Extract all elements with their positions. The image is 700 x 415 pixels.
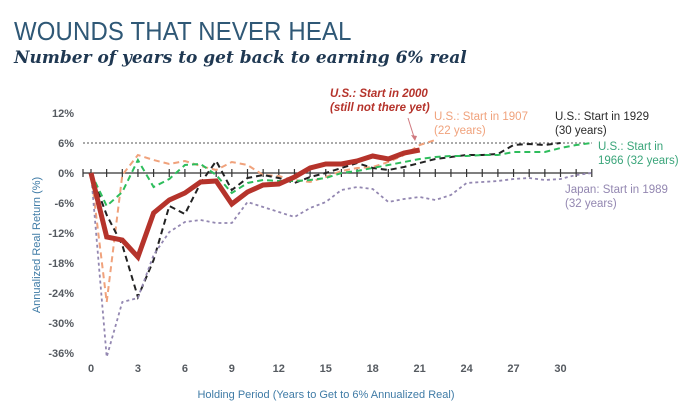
x-tick-label: 15 [320,363,332,375]
annotation-line: (still not there yet) [330,102,430,114]
x-tick-label: 9 [229,363,235,375]
annotation-label: U.S.: Start in 1966 (32 years) [598,141,679,167]
x-tick-label: 0 [88,363,94,375]
annotation-line: 1966 (32 years) [598,155,679,167]
x-axis-ticks: 0 3 6 9 12 15 18 21 24 27 30 [88,363,567,375]
annotation-label: U.S.: Start in 1929 (30 years) [555,111,649,137]
y-tick-label: 6% [58,138,74,150]
chart-title: WOUNDS THAT NEVER HEAL [14,16,352,46]
arrowhead-icon [411,135,417,141]
series-layer [88,139,592,358]
x-tick-label: 27 [507,363,519,375]
x-tick-label: 30 [554,363,566,375]
y-tick-label: 0% [58,168,74,180]
x-tick-label: 6 [182,363,188,375]
x-tick-label: 24 [460,363,473,375]
annotation-line: U.S.: Start in 1907 [434,111,528,123]
y-tick-label: -6% [54,198,74,210]
annotation-line: Japan: Start in 1989 [565,184,668,196]
series-line-japan-start-in-1989 [90,172,592,358]
y-tick-label: 12% [52,108,74,120]
y-tick-label: -36% [48,348,74,360]
x-tick-label: 18 [367,363,379,375]
annotation-layer: U.S.: Start in 2000 (still not there yet)… [330,88,679,210]
annotation-label: Japan: Start in 1989 (32 years) [565,184,668,210]
annotation-arrow [407,117,415,138]
annotation-line: (32 years) [565,198,617,210]
y-tick-label: -24% [48,288,74,300]
series-line-u-s-start-in-1966 [90,142,592,208]
annotation-line: U.S.: Start in 2000 [330,88,428,100]
y-tick-label: -30% [48,318,74,330]
annotation-label: U.S.: Start in 1907 (22 years) [434,111,528,137]
annotation-line: (22 years) [434,125,486,137]
annotation-line: (30 years) [555,125,607,137]
x-axis-label: Holding Period (Years to Get to 6% Annua… [197,389,454,401]
series-line-u-s-start-in-1929 [90,142,561,300]
x-tick-label: 12 [273,363,285,375]
y-axis-label: Annualized Real Return (%) [31,177,43,313]
annotation-label: U.S.: Start in 2000 (still not there yet) [330,88,430,114]
y-tick-label: -18% [48,258,74,270]
series-line-u-s-start-in-1907 [90,139,436,303]
series-line-u-s-start-in-2000 [88,147,421,262]
y-tick-label: -12% [48,228,74,240]
x-tick-label: 21 [414,363,426,375]
x-tick-label: 3 [135,363,141,375]
y-axis-ticks: 12% 6% 0% -6% -12% -18% -24% -30% -36% [48,108,74,360]
annotation-line: U.S.: Start in [598,141,663,153]
annotation-line: U.S.: Start in 1929 [555,111,649,123]
chart-subtitle: Number of years to get back to earning 6… [14,48,467,68]
